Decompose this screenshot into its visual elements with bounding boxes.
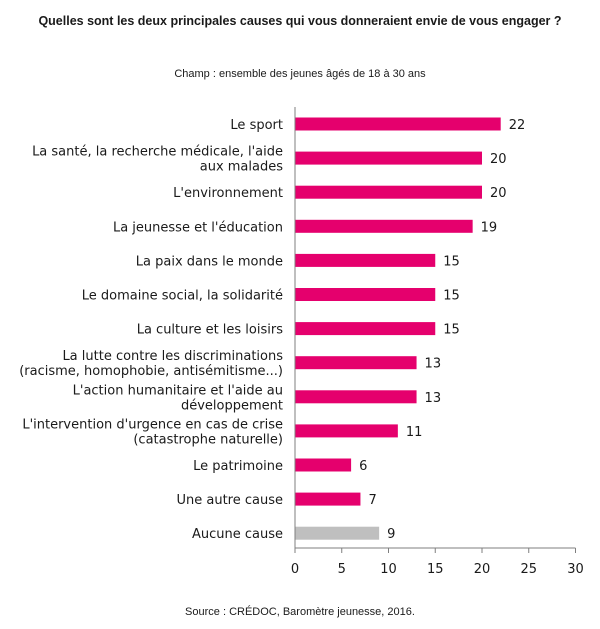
x-tick-label-1: 5 <box>338 562 346 577</box>
data-label-6: 15 <box>443 323 460 338</box>
bar-1 <box>295 151 482 165</box>
category-label-7-line-0: La lutte contre les discriminations <box>62 349 283 364</box>
chart-subtitle: Champ : ensemble des jeunes âgés de 18 à… <box>174 68 426 80</box>
category-label-8-line-1: développement <box>181 398 283 413</box>
data-label-1: 20 <box>490 152 507 167</box>
data-label-0: 22 <box>509 118 526 133</box>
data-label-10: 6 <box>359 459 367 474</box>
data-label-4: 15 <box>443 254 460 269</box>
category-label-1-line-1: aux malades <box>200 160 283 175</box>
bar-12 <box>295 526 380 540</box>
category-label-4: La paix dans le monde <box>136 254 283 269</box>
data-label-8: 13 <box>425 391 442 406</box>
bar-4 <box>295 253 436 267</box>
category-label-1-line-0: La santé, la recherche médicale, l'aide <box>32 145 283 160</box>
bar-8 <box>295 390 417 404</box>
x-tick-label-3: 15 <box>427 562 444 577</box>
category-label-7-line-1: (racisme, homophobie, antisémitisme...) <box>19 364 283 379</box>
data-label-9: 11 <box>406 425 423 440</box>
category-label-2: L'environnement <box>173 186 283 201</box>
category-label-9-line-1: (catastrophe naturelle) <box>133 432 283 447</box>
category-label-11: Une autre cause <box>176 493 283 508</box>
data-label-12: 9 <box>387 527 395 542</box>
bar-7 <box>295 356 417 370</box>
category-label-3: La jeunesse et l'éducation <box>113 220 283 235</box>
data-label-5: 15 <box>443 289 460 304</box>
x-tick-label-6: 30 <box>567 562 584 577</box>
source-note: Source : CRÉDOC, Baromètre jeunesse, 201… <box>185 606 415 618</box>
bar-10 <box>295 458 352 472</box>
category-label-9-line-0: L'intervention d'urgence en cas de crise <box>22 417 283 432</box>
data-label-7: 13 <box>425 357 442 372</box>
bar-11 <box>295 492 361 506</box>
bar-5 <box>295 288 436 301</box>
category-label-6: La culture et les loisirs <box>137 323 284 338</box>
category-label-8-line-0: L'action humanitaire et l'aide au <box>73 383 283 398</box>
data-label-11: 7 <box>368 493 376 508</box>
data-label-2: 20 <box>490 186 507 201</box>
data-label-3: 19 <box>481 220 498 235</box>
bar-2 <box>295 185 482 199</box>
chart-title: Quelles sont les deux principales causes… <box>38 14 562 28</box>
x-tick-label-0: 0 <box>291 562 299 577</box>
x-tick-label-4: 20 <box>474 562 491 577</box>
x-tick-label-2: 10 <box>380 562 397 577</box>
bar-3 <box>295 219 473 233</box>
category-label-12: Aucune cause <box>192 527 283 542</box>
bar-6 <box>295 322 436 336</box>
x-tick-label-5: 25 <box>520 562 537 577</box>
category-label-5: Le domaine social, la solidarité <box>82 289 283 304</box>
bar-9 <box>295 424 398 438</box>
bar-0 <box>295 117 501 131</box>
category-label-0: Le sport <box>230 118 283 133</box>
category-label-10: Le patrimoine <box>193 459 283 474</box>
